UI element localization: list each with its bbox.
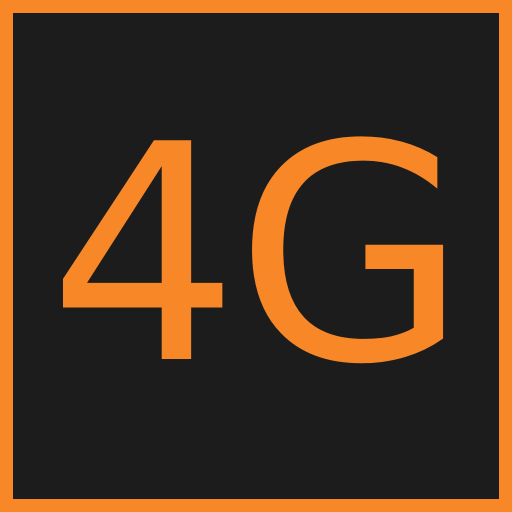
network-type-label: 4G <box>48 81 467 430</box>
